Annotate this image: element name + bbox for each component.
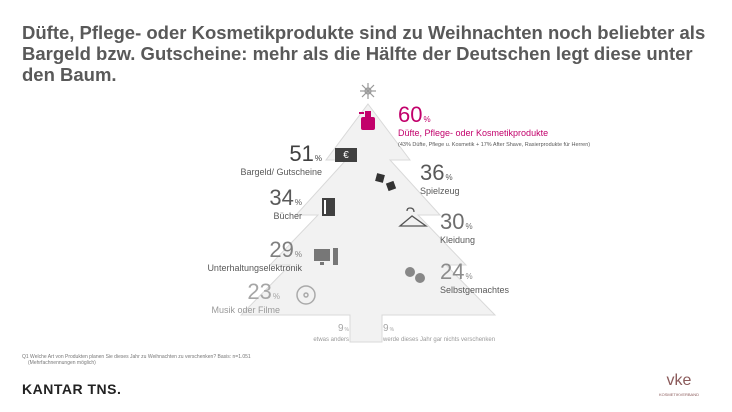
value-row: 34% bbox=[269, 187, 302, 210]
perfume-icon bbox=[359, 111, 375, 130]
value-row: 9% bbox=[383, 318, 495, 336]
money-icon: € bbox=[335, 148, 357, 162]
value-row: 51% bbox=[240, 143, 322, 166]
label: Selbstgemachtes bbox=[440, 285, 510, 295]
item: 36% Spielzeug bbox=[420, 162, 460, 197]
label: Unterhaltungselektronik bbox=[207, 263, 302, 273]
disc-icon bbox=[296, 285, 316, 305]
label: werde dieses Jahr gar nichts verschenken bbox=[383, 337, 496, 343]
svg-text:€: € bbox=[343, 150, 349, 161]
item: 60% Düfte, Pflege- oder Kosmetikprodukte(… bbox=[398, 104, 591, 149]
label: Kleidung bbox=[440, 235, 476, 245]
hanger-icon bbox=[398, 207, 429, 227]
item: 29% Unterhaltungselektronik bbox=[207, 239, 302, 274]
label: Bücher bbox=[273, 211, 302, 221]
value-row: 23% bbox=[211, 281, 280, 304]
value: 24 bbox=[440, 259, 465, 284]
unit: % bbox=[294, 198, 302, 207]
value-row: 29% bbox=[207, 239, 302, 262]
item: 51% Bargeld/ Gutscheine bbox=[240, 143, 322, 178]
logo-vke: vke bbox=[666, 372, 692, 389]
unit: % bbox=[389, 327, 395, 333]
star bbox=[360, 83, 376, 99]
value: 34 bbox=[269, 185, 294, 210]
note: (43% Düfte, Pflege u. Kosmetik + 17% Aft… bbox=[398, 142, 591, 148]
label: Musik oder Filme bbox=[211, 305, 280, 315]
value-row: 60% bbox=[398, 104, 590, 127]
unit: % bbox=[314, 154, 322, 163]
value-row: 9% bbox=[313, 318, 349, 336]
value: 30 bbox=[440, 209, 465, 234]
hands-icon bbox=[405, 267, 425, 283]
value-row: 36% bbox=[420, 162, 460, 185]
unit: % bbox=[445, 173, 453, 182]
tv-icon bbox=[314, 248, 338, 265]
footnote-line: Q1 Welche Art von Produkten planen Sie d… bbox=[22, 354, 251, 360]
value: 60 bbox=[398, 102, 423, 127]
value: 23 bbox=[247, 279, 272, 304]
item: 9% werde dieses Jahr gar nichts verschenk… bbox=[383, 318, 496, 344]
tree bbox=[239, 103, 497, 343]
value: 36 bbox=[420, 160, 445, 185]
value: 29 bbox=[269, 237, 294, 262]
footnote: Q1 Welche Art von Produkten planen Sie d… bbox=[22, 354, 251, 366]
book-icon bbox=[322, 198, 335, 216]
unit: % bbox=[344, 327, 349, 333]
unit: % bbox=[272, 292, 280, 301]
value-row: 24% bbox=[440, 261, 509, 284]
value: 51 bbox=[289, 141, 314, 166]
label: Düfte, Pflege- oder Kosmetikprodukte bbox=[398, 128, 549, 138]
logo-vke-sub: KOSMETIKVERBAND bbox=[658, 392, 699, 397]
item: 9% etwas anders bbox=[313, 318, 349, 344]
unit: % bbox=[423, 115, 431, 124]
item: 30% Kleidung bbox=[440, 211, 476, 246]
footnote-line: (Mehrfachnennungen möglich) bbox=[28, 360, 96, 366]
unit: % bbox=[465, 222, 473, 231]
unit: % bbox=[465, 272, 473, 281]
item: 23% Musik oder Filme bbox=[211, 281, 280, 316]
label: Bargeld/ Gutscheine bbox=[240, 167, 322, 177]
dice-icon bbox=[375, 173, 397, 192]
item: 24% Selbstgemachtes bbox=[440, 261, 510, 296]
item: 34% Bücher bbox=[269, 187, 302, 222]
label: etwas anders bbox=[313, 337, 349, 343]
title: Düfte, Pflege- oder Kosmetikprodukte sin… bbox=[22, 22, 706, 85]
label: Spielzeug bbox=[420, 186, 460, 196]
unit: % bbox=[294, 250, 302, 259]
value: 9 bbox=[383, 323, 389, 334]
value: 9 bbox=[337, 323, 344, 334]
value-row: 30% bbox=[440, 211, 475, 234]
logo-kantar: KANTAR TNS. bbox=[22, 381, 122, 397]
